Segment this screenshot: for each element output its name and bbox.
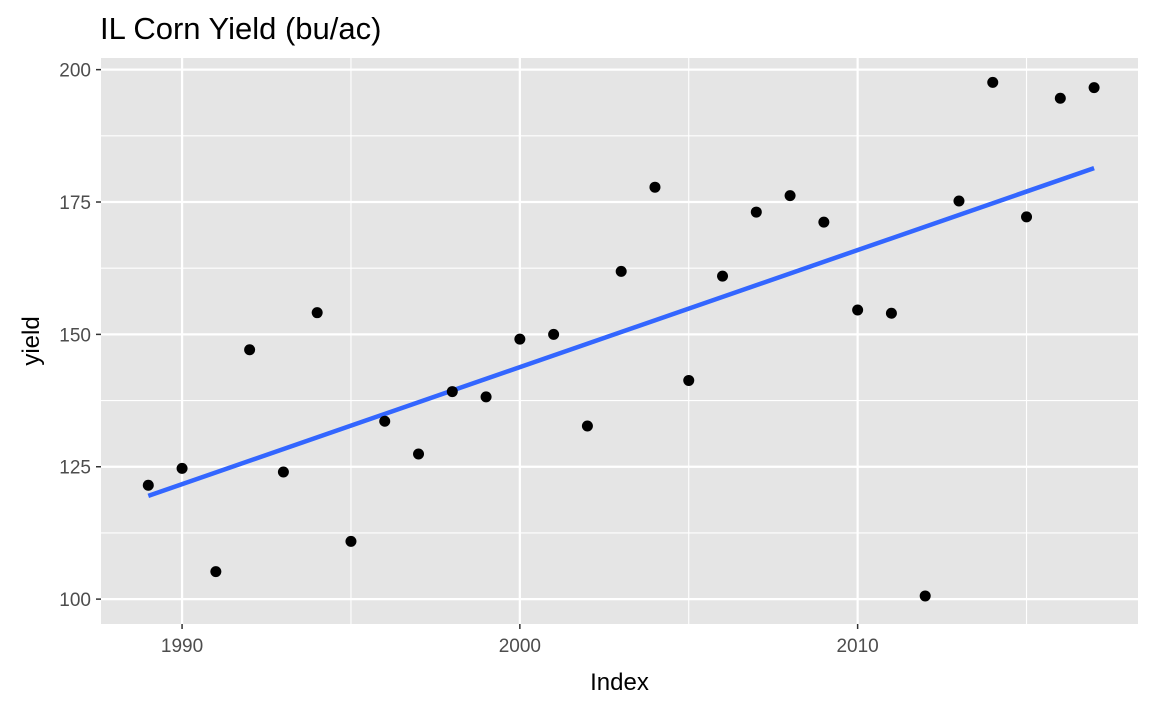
- data-point: [953, 195, 965, 207]
- data-point: [142, 479, 154, 491]
- trend-line: [147, 166, 1095, 498]
- data-point: [818, 216, 830, 228]
- data-point: [750, 206, 762, 218]
- data-point: [885, 307, 897, 319]
- points-group: [142, 76, 1100, 602]
- data-point: [548, 328, 560, 340]
- data-point: [345, 535, 357, 547]
- plot-panel: [101, 58, 1138, 624]
- x-tick-label: 2010: [836, 636, 878, 657]
- y-tick-label: 200: [59, 61, 91, 82]
- y-tick-label: 100: [59, 590, 91, 611]
- data-point: [379, 415, 391, 427]
- data-point: [683, 374, 695, 386]
- data-point: [649, 181, 661, 193]
- y-tick-label: 125: [59, 458, 91, 479]
- chart-title: IL Corn Yield (bu/ac): [100, 11, 381, 46]
- data-point: [277, 466, 289, 478]
- data-point: [176, 462, 188, 474]
- trend-line-group: [147, 166, 1095, 498]
- data-point: [210, 566, 222, 578]
- data-point: [446, 386, 458, 398]
- data-point: [717, 270, 729, 282]
- x-axis: 1990 2000 2010: [161, 624, 879, 657]
- data-point: [480, 391, 492, 403]
- data-point: [615, 265, 627, 277]
- data-point: [413, 448, 425, 460]
- data-point: [514, 333, 526, 345]
- data-point: [1054, 92, 1066, 104]
- x-tick-label: 2000: [499, 636, 541, 657]
- y-tick-label: 150: [59, 325, 91, 346]
- x-tick-label: 1990: [161, 636, 203, 657]
- data-point: [244, 344, 256, 356]
- data-point: [784, 190, 796, 202]
- data-point: [311, 307, 323, 319]
- data-point: [987, 76, 999, 88]
- data-point: [852, 304, 864, 316]
- x-axis-title: Index: [590, 669, 649, 696]
- data-point: [581, 420, 593, 432]
- y-tick-label: 175: [59, 193, 91, 214]
- data-point: [919, 590, 931, 602]
- data-point: [1088, 82, 1100, 94]
- y-axis-title: yield: [18, 316, 45, 365]
- y-axis: 100 125 150 175 200: [59, 61, 101, 611]
- data-point: [1021, 211, 1033, 223]
